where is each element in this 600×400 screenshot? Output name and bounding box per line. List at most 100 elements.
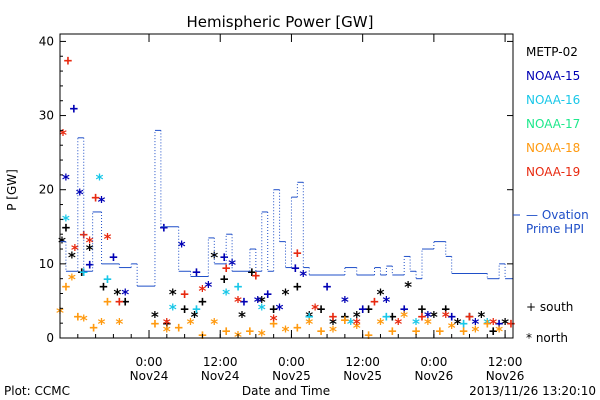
marker-south: + — [465, 309, 473, 325]
marker-north: * — [75, 185, 84, 203]
marker-south: + — [78, 264, 86, 280]
marker-north: * — [429, 308, 438, 326]
marker-south: + — [163, 316, 171, 332]
legend-noaa-19: NOAA-19 — [526, 165, 580, 179]
marker-south: + — [269, 316, 277, 332]
marker-north: * — [305, 308, 314, 326]
marker-south: + — [222, 324, 230, 340]
marker-north: * — [79, 311, 88, 329]
marker-south: + — [465, 309, 473, 325]
x-tick-time-label: 12:00 — [345, 355, 380, 369]
marker-key-south: + south — [526, 300, 573, 314]
marker-south: + — [263, 287, 271, 303]
legend-metp-02: METP-02 — [526, 45, 578, 59]
marker-south: + — [305, 309, 313, 325]
legend-noaa-15: NOAA-15 — [526, 69, 580, 83]
y-axis-label: P [GW] — [5, 169, 19, 211]
series-noaa-15: *+*+*+*+*+*+ *+ * +*+ *+* + * + * + * + — [61, 101, 503, 333]
marker-north: * — [281, 323, 290, 341]
marker-south: + — [74, 309, 82, 325]
x-tick-time-label: 0:00 — [420, 355, 447, 369]
marker-north: * — [121, 286, 130, 304]
marker-key-north: * north — [526, 331, 568, 345]
legend: METP-02 NOAA-15 NOAA-16 NOAA-17 NOAA-18 NOAA-… — [513, 45, 589, 236]
marker-north: * — [501, 315, 510, 333]
footer-timestamp: 2013/11/26 13:20:10 — [469, 384, 596, 398]
legend-noaa-18: NOAA-18 — [526, 141, 580, 155]
marker-north: * — [305, 315, 314, 333]
marker-south: + — [99, 279, 107, 295]
marker-north: * — [299, 267, 308, 285]
marker-north: * — [394, 315, 403, 333]
marker-south: + — [70, 101, 78, 117]
marker-south: + — [109, 249, 117, 265]
x-tick-date-label: Nov25 — [272, 369, 311, 383]
legend-noaa-16: NOAA-16 — [526, 93, 580, 107]
marker-north: * — [204, 278, 213, 296]
marker-north: * — [177, 237, 186, 255]
marker-south: + — [364, 327, 372, 343]
marker-north: * — [269, 311, 278, 329]
marker-south: + — [222, 261, 230, 277]
x-tick-time-label: 0:00 — [136, 355, 163, 369]
series-noaa-16: *+*+* +* +* + * + * + * — [61, 171, 491, 334]
marker-north: * — [346, 315, 355, 333]
marker-north: * — [352, 315, 361, 333]
x-axis-label: Date and Time — [242, 384, 330, 398]
marker-south: + — [507, 316, 515, 332]
marker-north: * — [400, 308, 409, 326]
marker-north: * — [186, 315, 195, 333]
marker-south: + — [198, 294, 206, 310]
marker-south: + — [323, 279, 331, 295]
marker-south: + — [489, 324, 497, 340]
marker-south: + — [103, 272, 111, 288]
marker-south: + — [234, 279, 242, 295]
marker-south: + — [341, 309, 349, 325]
marker-north: * — [95, 171, 104, 189]
marker-south: + — [62, 279, 70, 295]
marker-south: + — [293, 279, 301, 295]
marker-north: * — [190, 308, 199, 326]
marker-north: * — [257, 293, 266, 311]
marker-south: + — [418, 301, 426, 317]
x-tick-time-label: 12:00 — [488, 355, 523, 369]
marker-south: + — [269, 301, 277, 317]
marker-north: * — [210, 248, 219, 266]
series-metp-02: *+*+*+ * +* +*+ *+*+*+* +* +* +* + * +*+*+ * +* + *+ * — [57, 220, 509, 340]
marker-north: * — [483, 315, 492, 333]
marker-north: * — [495, 323, 504, 341]
marker-north: * — [352, 308, 361, 326]
marker-south: + — [293, 246, 301, 262]
marker-south: + — [436, 324, 444, 340]
marker-north: * — [210, 315, 219, 333]
marker-north: * — [340, 293, 349, 311]
marker-north: * — [85, 234, 94, 252]
marker-north: * — [423, 315, 432, 333]
marker-south: + — [317, 324, 325, 340]
marker-south: + — [192, 301, 200, 317]
marker-north: * — [423, 308, 432, 326]
marker-north: * — [162, 323, 171, 341]
marker-south: + — [382, 309, 390, 325]
marker-south: + — [64, 53, 72, 69]
legend-noaa-17: NOAA-17 — [526, 117, 580, 131]
marker-north: * — [441, 308, 450, 326]
marker-south: + — [121, 294, 129, 310]
marker-north: * — [489, 315, 498, 333]
marker-south: + — [442, 301, 450, 317]
marker-north: * — [97, 193, 106, 211]
marker-south: + — [115, 294, 123, 310]
marker-south: + — [400, 301, 408, 317]
marker-south: + — [412, 324, 420, 340]
marker-north: * — [328, 315, 337, 333]
marker-north: * — [352, 319, 361, 337]
marker-south: + — [62, 220, 70, 236]
y-tick-label: 20 — [39, 183, 54, 197]
marker-north: * — [447, 319, 456, 337]
marker-north: * — [70, 241, 79, 259]
marker-north: * — [113, 286, 122, 304]
marker-south: + — [370, 294, 378, 310]
marker-north: * — [67, 248, 76, 266]
marker-north: * — [103, 230, 112, 248]
marker-south: + — [291, 261, 299, 277]
